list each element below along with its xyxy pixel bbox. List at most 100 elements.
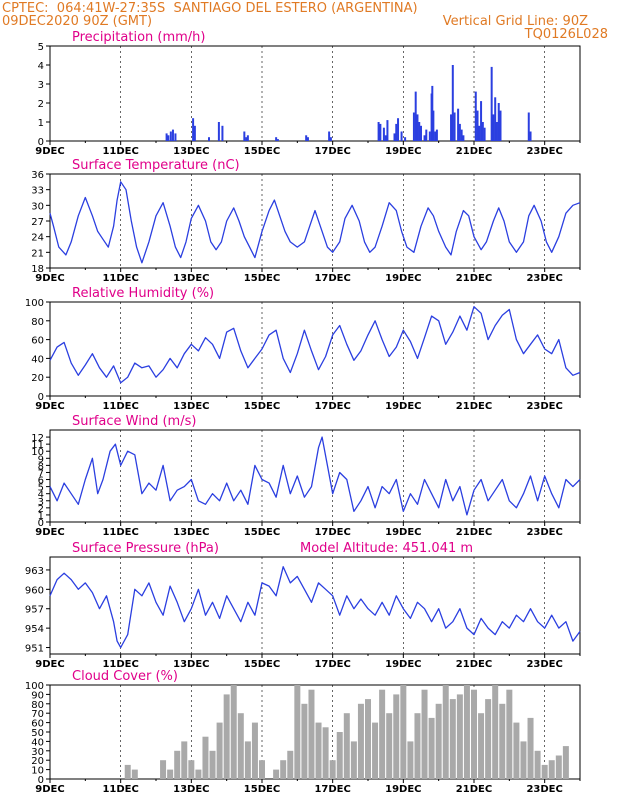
y-tick-label: 18 bbox=[31, 264, 44, 275]
x-tick-label: 19DEC bbox=[385, 273, 421, 284]
precip-bar bbox=[243, 131, 246, 141]
precip-bar bbox=[462, 135, 465, 141]
x-tick-label: 21DEC bbox=[456, 784, 492, 795]
y-tick-label: 8 bbox=[38, 461, 44, 472]
cloud-bar bbox=[357, 703, 364, 779]
y-tick-label: 963 bbox=[25, 566, 44, 577]
x-tick-label: 9DEC bbox=[35, 784, 64, 795]
x-tick-label: 9DEC bbox=[35, 659, 64, 670]
y-tick-label: 6 bbox=[38, 476, 44, 487]
y-tick-label: 80 bbox=[31, 317, 44, 328]
x-tick-label: 19DEC bbox=[385, 784, 421, 795]
precip-bar bbox=[527, 112, 530, 141]
precip-bar bbox=[165, 133, 168, 141]
x-tick-label: 19DEC bbox=[385, 146, 421, 157]
precip-bar bbox=[386, 120, 389, 141]
precip-bar bbox=[221, 125, 224, 141]
panel-title: Cloud Cover (%) bbox=[72, 669, 178, 684]
precip-bar bbox=[460, 129, 463, 141]
x-tick-label: 23DEC bbox=[526, 146, 562, 157]
cloud-bar bbox=[449, 699, 456, 779]
precip-panel: 0 1 2 3 4 5 9DEC 11DEC 13DEC 15DEC 17DEC 19DEC 21DEC… bbox=[35, 30, 581, 157]
cloud-bar bbox=[230, 685, 237, 779]
x-tick-label: 17DEC bbox=[314, 146, 350, 157]
precip-bar bbox=[414, 91, 417, 141]
x-tick-label: 23DEC bbox=[526, 659, 562, 670]
cloud-bar bbox=[471, 689, 477, 779]
y-tick-label: 2 bbox=[38, 99, 44, 110]
pressure-line bbox=[49, 566, 581, 649]
cloud-bar bbox=[428, 717, 435, 779]
cloud-bar bbox=[294, 685, 301, 779]
x-tick-label: 13DEC bbox=[173, 659, 209, 670]
cloud-bar bbox=[386, 713, 393, 779]
y-tick-label: 100 bbox=[25, 298, 44, 309]
cloud-bar bbox=[555, 755, 562, 779]
precip-bar bbox=[395, 123, 398, 141]
x-tick-label: 19DEC bbox=[385, 401, 421, 412]
panel-title: Surface Pressure (hPa) bbox=[72, 541, 219, 556]
precip-bar bbox=[495, 122, 498, 141]
precip-bar bbox=[483, 127, 486, 141]
cloud-bar bbox=[259, 760, 265, 779]
y-tick-label: 20 bbox=[31, 373, 44, 384]
x-tick-label: 23DEC bbox=[526, 273, 562, 284]
panel-frame bbox=[49, 556, 581, 655]
x-tick-label: 21DEC bbox=[456, 146, 492, 157]
precip-bar bbox=[490, 66, 493, 141]
y-tick-label: 21 bbox=[31, 248, 44, 259]
y-tick-label: 957 bbox=[25, 605, 44, 616]
cloud-bar bbox=[181, 741, 188, 779]
x-tick-label: 13DEC bbox=[173, 401, 209, 412]
panel-title: Surface Wind (m/s) bbox=[72, 414, 196, 429]
cloud-bar bbox=[188, 760, 195, 779]
x-tick-label: 11DEC bbox=[102, 784, 138, 795]
precip-bar bbox=[171, 129, 174, 141]
y-tick-label: 2 bbox=[38, 504, 44, 515]
cloud-bar bbox=[209, 750, 216, 779]
x-tick-label: 11DEC bbox=[102, 146, 138, 157]
cloud-bar bbox=[287, 750, 294, 779]
y-tick-label: 60 bbox=[31, 336, 44, 347]
precip-bar bbox=[167, 135, 170, 141]
y-tick-label: 24 bbox=[31, 233, 44, 244]
cloud-bar bbox=[244, 741, 251, 779]
precip-bar bbox=[208, 137, 210, 141]
precip-bar bbox=[435, 129, 438, 141]
x-tick-label: 19DEC bbox=[385, 527, 421, 538]
x-tick-label: 17DEC bbox=[314, 784, 350, 795]
station-header: CPTEC: 064:41W-27:35S SANTIAGO DEL ESTER… bbox=[2, 1, 418, 16]
y-tick-label: 40 bbox=[31, 354, 44, 365]
precip-bar bbox=[423, 135, 426, 141]
precip-bar bbox=[450, 114, 453, 141]
cloud-bar bbox=[160, 760, 167, 779]
cloud-bar bbox=[365, 699, 371, 779]
x-tick-label: 13DEC bbox=[173, 527, 209, 538]
y-tick-label: 0 bbox=[38, 392, 44, 403]
y-tick-label: 100 bbox=[25, 681, 44, 692]
cloud-bar bbox=[131, 769, 138, 779]
y-tick-label: 27 bbox=[31, 217, 44, 228]
cloud-bar bbox=[407, 741, 414, 779]
cloud-bar bbox=[195, 769, 202, 779]
x-tick-label: 21DEC bbox=[456, 659, 492, 670]
x-tick-label: 17DEC bbox=[314, 527, 350, 538]
y-tick-label: 3 bbox=[38, 80, 44, 91]
y-tick-label: 40 bbox=[31, 737, 44, 748]
precip-bar bbox=[404, 137, 407, 141]
cloud-bar bbox=[527, 717, 534, 779]
x-tick-label: 9DEC bbox=[35, 273, 64, 284]
cloud-bar bbox=[463, 685, 470, 779]
precip-bar bbox=[418, 122, 421, 141]
precip-bar bbox=[480, 101, 483, 141]
precip-bar bbox=[428, 131, 431, 141]
y-tick-label: 12 bbox=[31, 433, 44, 444]
cloud-bar bbox=[548, 760, 555, 779]
x-tick-label: 15DEC bbox=[244, 784, 280, 795]
x-tick-label: 21DEC bbox=[456, 527, 492, 538]
cloud-bar bbox=[336, 732, 343, 779]
cloud-bar bbox=[329, 760, 336, 779]
x-tick-label: 15DEC bbox=[244, 273, 280, 284]
panel-title: Surface Temperature (nC) bbox=[72, 158, 240, 173]
y-tick-label: 30 bbox=[31, 747, 44, 758]
